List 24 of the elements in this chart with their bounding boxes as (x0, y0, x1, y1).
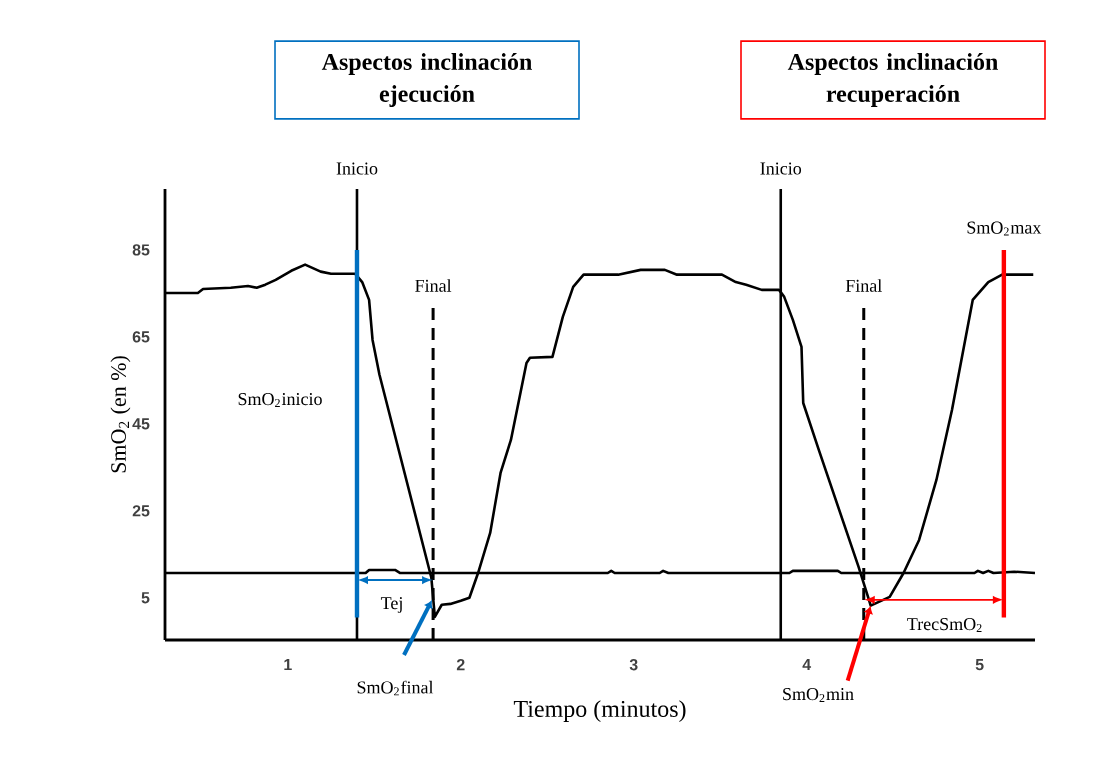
annotation: TrecSmO$_{2}$ (907, 618, 982, 632)
annotation: Tej (380, 597, 402, 613)
ref-line-label: Final (845, 279, 882, 292)
text: SmO$_{2}$final (357, 680, 434, 696)
x-tick-label: 4 (802, 659, 812, 671)
y-tick-label: 85 (132, 244, 150, 256)
ref-line-label: Final (415, 279, 452, 292)
y-axis-title: SmO$_{2}$ (en %) (110, 356, 131, 473)
x-tick-label: 1 (284, 659, 292, 671)
ref-line-label: Inicio (336, 162, 378, 175)
text: Aspectos inclinación ejecución (321, 53, 532, 107)
y-tick-label: 45 (132, 418, 150, 430)
annotation: SmO$_{2}$inicio (238, 393, 322, 407)
annotation: SmO$_{2}$min (783, 688, 854, 702)
x-tick-label: 5 (975, 659, 984, 671)
y-tick-label: 25 (132, 505, 150, 517)
x-tick-label: 2 (456, 659, 465, 671)
y-tick-label: 5 (141, 592, 150, 604)
text: Aspectos inclinación recuperación (787, 53, 998, 107)
x-tick-label: 3 (629, 659, 638, 671)
ref-line-label: SmO$_{2}$max (967, 221, 1042, 236)
y-tick-label: 65 (132, 331, 150, 343)
ref-line-label: Inicio (760, 162, 802, 175)
x-axis-title: Tiempo (minutos) (513, 700, 686, 722)
